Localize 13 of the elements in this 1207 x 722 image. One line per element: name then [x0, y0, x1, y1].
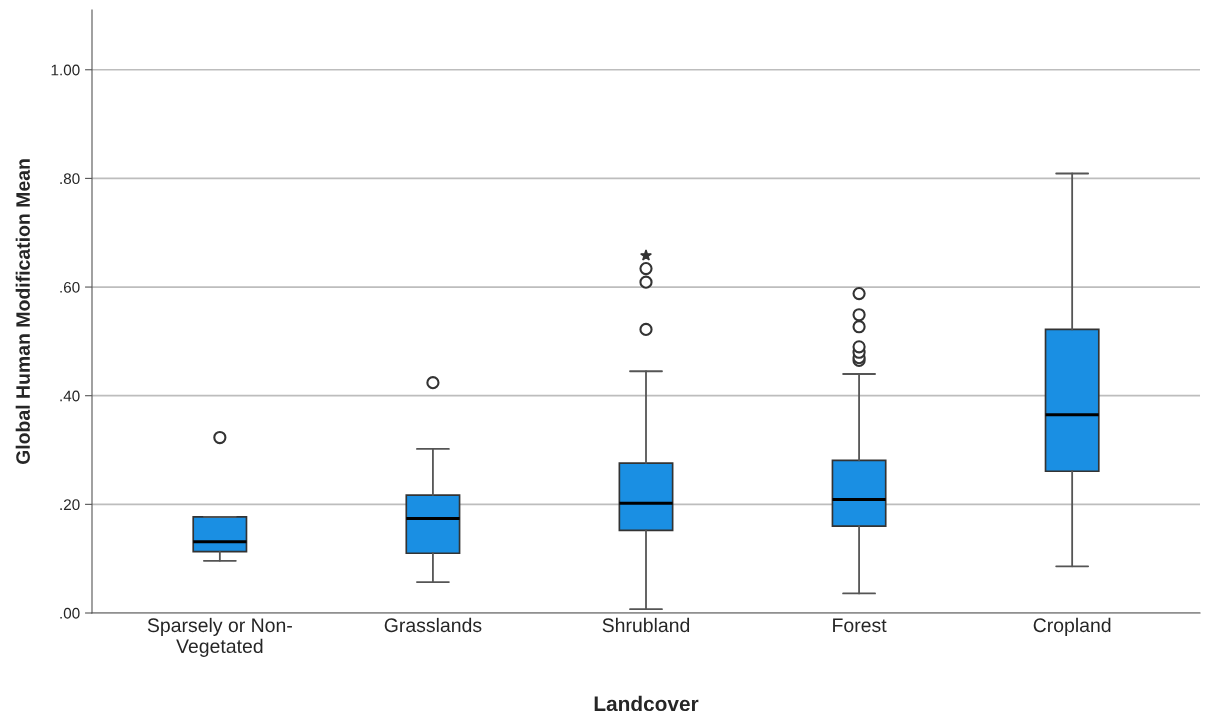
- x-tick-label: Forest: [833, 618, 887, 633]
- x-axis-title: Landcover: [594, 695, 699, 712]
- y-tick-label: .80: [60, 173, 80, 185]
- x-tick-label: Grasslands: [384, 617, 482, 633]
- x-tick-label: Sparsely or Non- Vegetated: [147, 617, 292, 657]
- y-tick-label: .00: [60, 607, 80, 619]
- y-axis-title: Global Human Modification Mean: [15, 159, 30, 465]
- y-tick-label: .40: [60, 390, 80, 402]
- y-tick-label: 1.00: [51, 64, 80, 76]
- y-tick-label: .60: [60, 281, 80, 293]
- x-tick-label: Cropland: [1033, 617, 1111, 636]
- x-tick-label: Shrubland: [602, 617, 690, 633]
- y-tick-label: .20: [60, 499, 80, 511]
